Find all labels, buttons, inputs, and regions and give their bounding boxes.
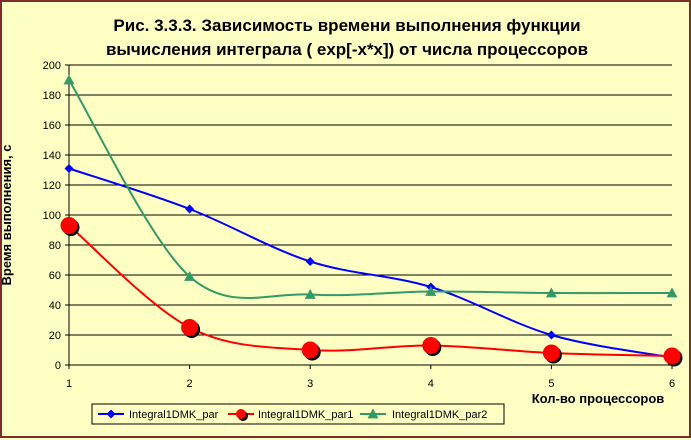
- series-1-point-0: [60, 217, 78, 234]
- legend-marker-2: [367, 408, 379, 419]
- y-tick-label-9: 180: [43, 90, 61, 102]
- series-2-point-0: [63, 74, 75, 85]
- series-1-point-5: [663, 347, 681, 365]
- series-1-point-3: [422, 337, 440, 354]
- y-tick-label-2: 40: [49, 300, 61, 312]
- chart-title-line2: вычисления интеграла ( exp[-x*x]) от чис…: [106, 40, 588, 59]
- x-tick-label-0: 1: [66, 378, 72, 390]
- series-1-point-1: [181, 319, 199, 336]
- legend-marker-1: [236, 409, 246, 419]
- gridlines: [69, 64, 672, 336]
- y-tick-label-5: 100: [43, 210, 61, 222]
- series-group: [60, 74, 683, 367]
- y-tick-label-10: 200: [43, 60, 61, 72]
- legend-label-0: Integral1DMK_par: [129, 409, 219, 421]
- series-2-point-2: [304, 289, 316, 299]
- x-tick-label-5: 6: [669, 378, 675, 390]
- series-0-point-1: [185, 204, 195, 214]
- y-tick-label-0: 0: [55, 360, 61, 372]
- y-tick-label-8: 160: [43, 120, 61, 132]
- y-tick-label-1: 20: [49, 330, 61, 342]
- series-0-point-0: [64, 164, 74, 173]
- series-2-point-1: [184, 271, 196, 281]
- chart-title-line1: Рис. 3.3.3. Зависимость времени выполнен…: [113, 16, 580, 35]
- legend-label-2: Integral1DMK_par2: [392, 409, 487, 421]
- y-tick-labels: 0 20 40 60 80 100 120 140 160 180 200: [43, 60, 61, 372]
- series-2-point-5: [666, 287, 678, 298]
- y-tick-label-3: 60: [49, 270, 61, 282]
- y-tick-label-6: 120: [43, 180, 61, 192]
- series-2-point-3: [425, 286, 437, 296]
- x-tick-label-2: 3: [307, 378, 313, 390]
- series-0-point-4: [546, 330, 556, 340]
- series-line-2: [68, 79, 673, 299]
- series-line-0: [68, 167, 673, 359]
- x-axis-label: Кол-во процессоров: [532, 391, 665, 406]
- axes: [65, 64, 673, 369]
- x-tick-label-3: 4: [428, 378, 434, 390]
- x-tick-label-1: 2: [187, 378, 193, 390]
- x-tick-label-4: 5: [548, 378, 554, 390]
- y-axis-label: Время выполнения, с: [2, 145, 14, 286]
- y-tick-label-7: 140: [43, 150, 61, 162]
- y-tick-label-4: 80: [49, 240, 61, 252]
- series-1-point-4: [542, 344, 560, 362]
- legend-label-1: Integral1DMK_par1: [258, 409, 353, 421]
- series-1-point-2: [301, 341, 319, 359]
- series-2-point-4: [545, 287, 557, 298]
- legend-box: [91, 403, 505, 425]
- legend-marker-0: [106, 409, 116, 419]
- series-0-point-2: [305, 257, 315, 266]
- legend: Integral1DMK_par Integral1DMK_par1 Integra…: [91, 403, 505, 425]
- x-tick-labels: 1 2 3 4 5 6: [66, 378, 675, 390]
